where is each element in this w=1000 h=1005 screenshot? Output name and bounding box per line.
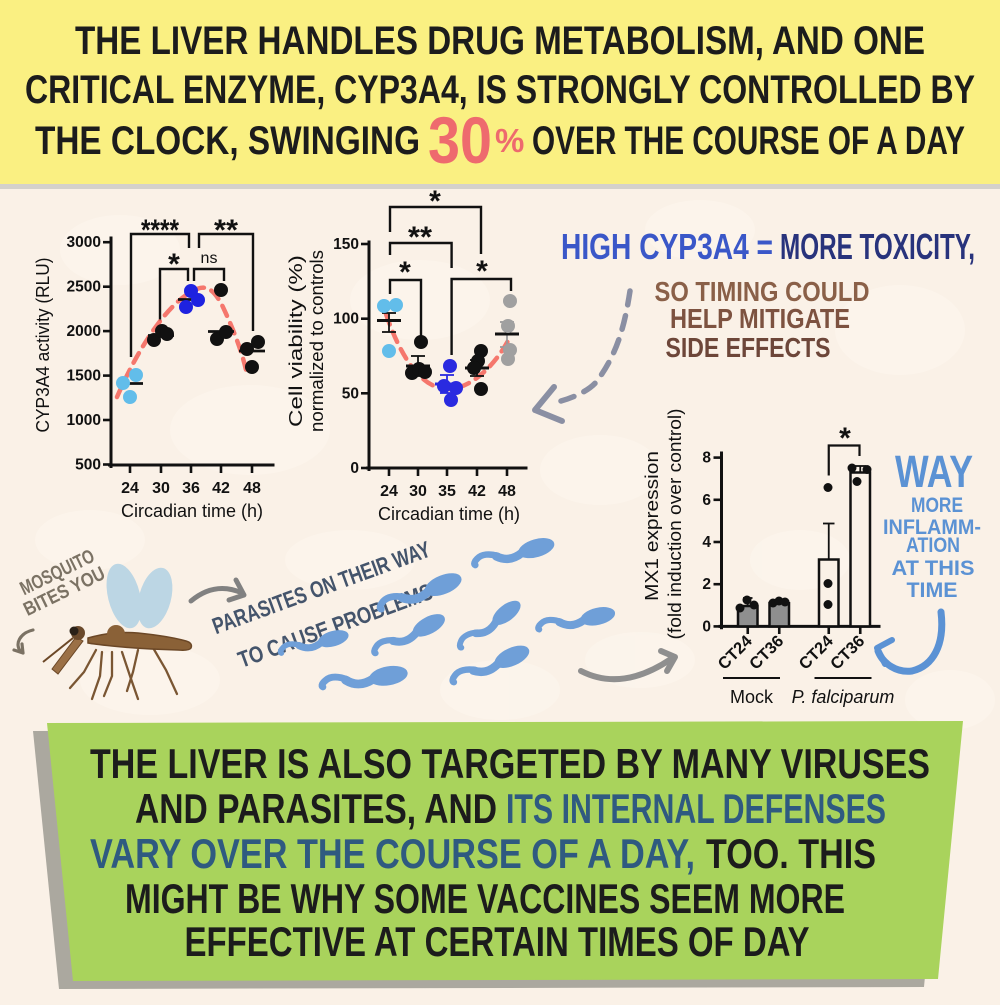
svg-text:**: ** [214, 214, 238, 247]
svg-text:0: 0 [350, 460, 359, 477]
svg-text:ATION: ATION [906, 534, 960, 557]
svg-text:8: 8 [702, 450, 711, 467]
svg-text:42: 42 [468, 483, 486, 500]
svg-text:48: 48 [498, 483, 516, 500]
svg-text:HIGH CYP3A4 = MORE TOXICIT: HIGH CYP3A4 = MORE TOXICITY, [561, 226, 975, 267]
svg-text:Circadian time (h): Circadian time (h) [378, 504, 520, 524]
svg-text:WAY: WAY [895, 446, 973, 497]
svg-text:****: **** [141, 214, 179, 247]
svg-text:3000: 3000 [67, 234, 101, 251]
svg-text:OVER THE COURSE OF A DAY: OVER THE COURSE OF A DAY [532, 119, 965, 163]
svg-text:%: % [495, 122, 524, 159]
svg-text:SO TIMING COULD: SO TIMING COULD [655, 276, 870, 307]
svg-text:24: 24 [380, 483, 398, 500]
svg-text:SIDE EFFECTS: SIDE EFFECTS [666, 332, 831, 363]
svg-text:1500: 1500 [67, 368, 101, 385]
svg-text:4: 4 [702, 534, 711, 551]
svg-text:HELP MITIGATE: HELP MITIGATE [670, 303, 850, 334]
svg-text:MORE: MORE [911, 494, 963, 517]
svg-text:0: 0 [702, 618, 711, 635]
svg-text:MIGHT BE WHY SOME VACCINES SEE: MIGHT BE WHY SOME VACCINES SEEM MORE [125, 875, 845, 922]
svg-text:100: 100 [333, 311, 359, 328]
svg-text:*: * [839, 422, 851, 455]
svg-text:CRITICAL ENZYME, CYP3A4, IS ST: CRITICAL ENZYME, CYP3A4, IS STRONGLY CON… [25, 68, 975, 112]
svg-text:VARY OVER THE COURSE OF A DAY,: VARY OVER THE COURSE OF A DAY, TOO. THIS [90, 830, 876, 877]
svg-text:30: 30 [152, 480, 170, 497]
svg-text:1000: 1000 [67, 412, 101, 429]
svg-text:2500: 2500 [67, 279, 101, 296]
svg-text:30: 30 [409, 483, 427, 500]
svg-text:150: 150 [333, 236, 359, 253]
svg-text:normalized to controls: normalized to controls [307, 250, 327, 432]
svg-text:Cell viability (%): Cell viability (%) [286, 255, 306, 427]
svg-text:Mock: Mock [730, 687, 774, 707]
svg-text:*: * [476, 255, 488, 288]
svg-text:INFLAMM-: INFLAMM- [883, 516, 981, 539]
svg-text:THE LIVER HANDLES DRUG METAB: THE LIVER HANDLES DRUG METABOLISM, AND O… [75, 19, 925, 63]
svg-text:42: 42 [212, 480, 230, 497]
svg-text:**: ** [408, 221, 432, 254]
svg-text:ns: ns [201, 250, 218, 267]
svg-text:6: 6 [702, 492, 711, 509]
svg-text:*: * [429, 185, 441, 218]
svg-text:2: 2 [702, 576, 711, 593]
svg-text:AT THIS: AT THIS [892, 557, 975, 580]
svg-text:(fold induction over control): (fold induction over control) [665, 409, 685, 640]
svg-text:THE CLOCK, SWINGING: THE CLOCK, SWINGING [35, 119, 420, 163]
svg-text:MX1 expression: MX1 expression [642, 451, 662, 601]
svg-text:2000: 2000 [67, 323, 101, 340]
svg-text:48: 48 [243, 480, 261, 497]
svg-text:THE LIVER IS ALSO TARGETED BY: THE LIVER IS ALSO TARGETED BY MANY VIRUS… [90, 740, 930, 787]
svg-text:30: 30 [428, 103, 492, 177]
svg-text:*: * [168, 248, 180, 281]
svg-text:35: 35 [438, 483, 456, 500]
svg-text:P. falciparum: P. falciparum [792, 687, 895, 707]
svg-text:CYP3A4 activity (RLU): CYP3A4 activity (RLU) [33, 258, 53, 433]
svg-text:*: * [399, 256, 411, 289]
svg-text:50: 50 [342, 385, 359, 402]
svg-text:500: 500 [75, 457, 101, 474]
svg-text:24: 24 [121, 480, 139, 497]
svg-text:EFFECTIVE AT CERTAIN TIMES OF: EFFECTIVE AT CERTAIN TIMES OF DAY [185, 918, 810, 965]
svg-text:36: 36 [182, 480, 200, 497]
svg-text:Circadian time (h): Circadian time (h) [121, 501, 263, 521]
svg-text:TIME: TIME [907, 579, 958, 602]
